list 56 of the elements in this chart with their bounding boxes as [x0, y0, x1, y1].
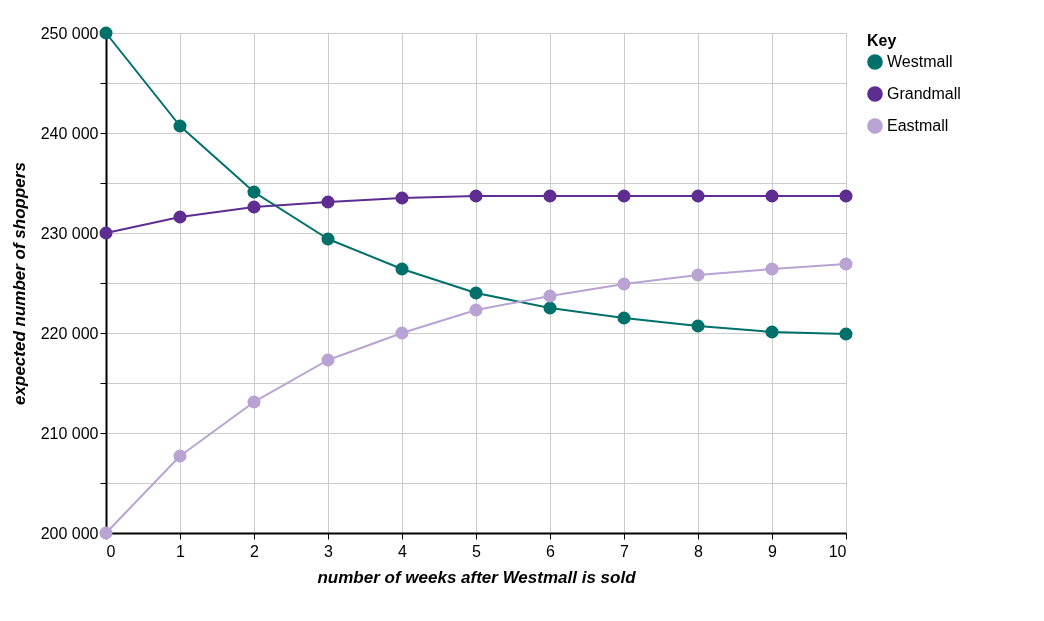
- y-tick-label: 240 000: [40, 124, 99, 142]
- x-tick-label: 0: [106, 542, 116, 560]
- x-tick-label: 10: [828, 542, 847, 560]
- legend-label: Eastmall: [887, 117, 949, 134]
- point: [469, 303, 483, 317]
- point: [395, 326, 409, 340]
- y-axis-title: expected number of shoppers: [9, 162, 29, 405]
- point: [839, 257, 853, 271]
- x-tick-label: 3: [324, 542, 334, 560]
- point: [839, 327, 853, 341]
- point: [765, 262, 779, 276]
- y-tick-label: 250 000: [40, 24, 99, 42]
- x-tick-label: 9: [768, 542, 778, 560]
- point: [691, 268, 705, 282]
- legend-title: Key: [867, 32, 897, 49]
- x-tick-label: 2: [250, 542, 260, 560]
- x-tick-label: 6: [546, 542, 556, 560]
- point: [543, 189, 557, 203]
- legend-label: Westmall: [887, 53, 953, 70]
- point: [617, 189, 631, 203]
- x-axis-title: number of weeks after Westmall is sold: [317, 567, 637, 587]
- point: [321, 232, 335, 246]
- point: [543, 301, 557, 315]
- point: [99, 26, 113, 40]
- point: [247, 185, 261, 199]
- x-tick-label: 1: [176, 542, 186, 560]
- x-tick-label: 4: [398, 542, 408, 560]
- point: [173, 449, 187, 463]
- point: [247, 200, 261, 214]
- point: [173, 210, 187, 224]
- point: [543, 289, 557, 303]
- x-tick-label: 8: [694, 542, 704, 560]
- point: [395, 191, 409, 205]
- x-tick-label: 7: [620, 542, 630, 560]
- point: [99, 226, 113, 240]
- point: [247, 395, 261, 409]
- y-tick-label: 230 000: [40, 224, 99, 242]
- point: [765, 189, 779, 203]
- point: [321, 195, 335, 209]
- point: [617, 311, 631, 325]
- point: [469, 286, 483, 300]
- x-tick-label: 5: [472, 542, 482, 560]
- point: [617, 277, 631, 291]
- point: [395, 262, 409, 276]
- y-tick-label: 200 000: [40, 524, 99, 542]
- point: [173, 119, 187, 133]
- y-tick-label: 220 000: [40, 324, 99, 342]
- point: [839, 189, 853, 203]
- y-tick-label: 210 000: [40, 424, 99, 442]
- point: [691, 319, 705, 333]
- point: [321, 353, 335, 367]
- point: [691, 189, 705, 203]
- point: [469, 189, 483, 203]
- point: [99, 526, 113, 540]
- legend-label: Grandmall: [887, 85, 961, 102]
- point: [765, 325, 779, 339]
